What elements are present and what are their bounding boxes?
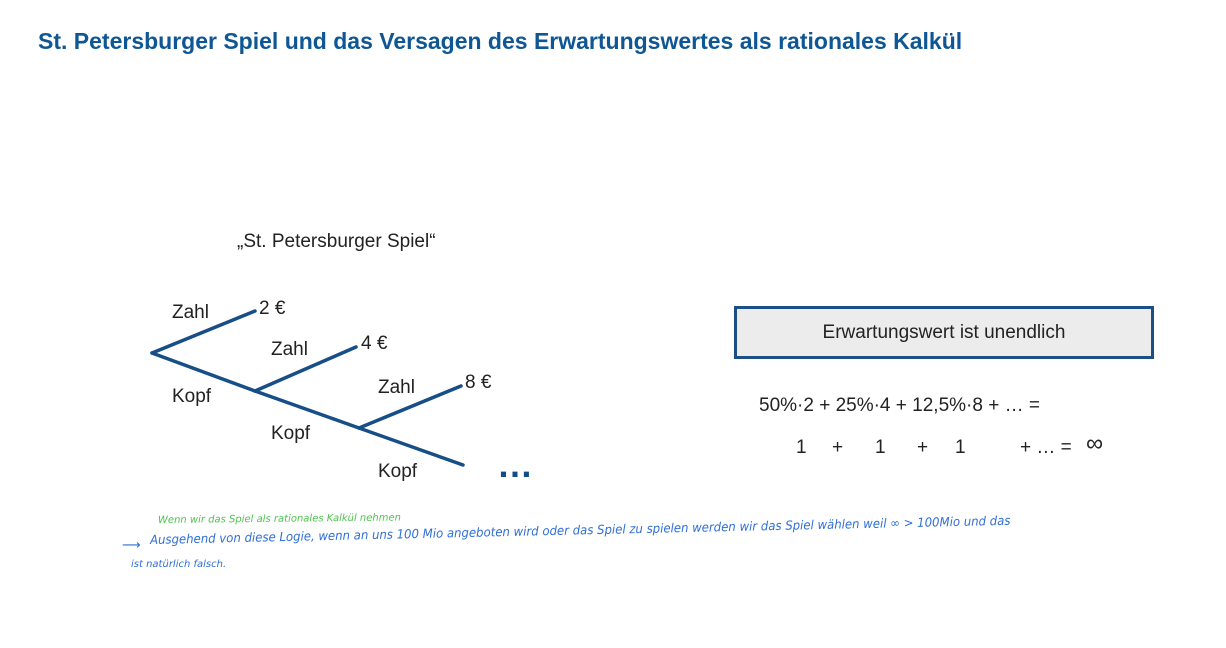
handwritten-blue-line-2: ist natürlich falsch. [131,559,227,570]
label-kopf-1: Kopf [172,386,212,407]
branch-zahl-1 [150,309,257,355]
formula-tail: + … = [1020,437,1072,458]
label-kopf-2: Kopf [271,423,311,444]
branch-kopf-3 [357,426,465,467]
branch-zahl-3 [357,384,463,430]
label-zahl-1: Zahl [172,302,209,323]
branch-kopf-2 [253,389,361,430]
payout-3: 8 € [465,372,492,393]
formula-term-3: 1 [955,437,966,458]
payout-2: 4 € [361,333,388,354]
handwritten-arrow-icon: ⟶ [122,538,141,553]
label-zahl-3: Zahl [378,377,415,398]
label-kopf-3: Kopf [378,461,418,482]
tree-continuation-ellipsis: … [497,444,534,485]
result-box-text: Erwartungswert ist unendlich [822,321,1066,343]
result-box: Erwartungswert ist unendlich [734,306,1154,359]
branch-kopf-1 [150,351,257,393]
formula-term-1: 1 [796,437,807,458]
formula-term-2: 1 [875,437,886,458]
formula-line-1: 50%·2 + 25%·4 + 12,5%·8 + … = [759,395,1040,416]
slide-title: St. Petersburger Spiel und das Versagen … [38,28,963,54]
branch-zahl-2 [253,345,358,393]
game-label: „St. Petersburger Spiel“ [237,231,436,252]
label-zahl-2: Zahl [271,339,308,360]
formula-plus-1: + [832,437,844,458]
infinity-symbol: ∞ [1086,430,1104,457]
payout-1: 2 € [259,298,286,319]
formula-plus-2: + [917,437,929,458]
